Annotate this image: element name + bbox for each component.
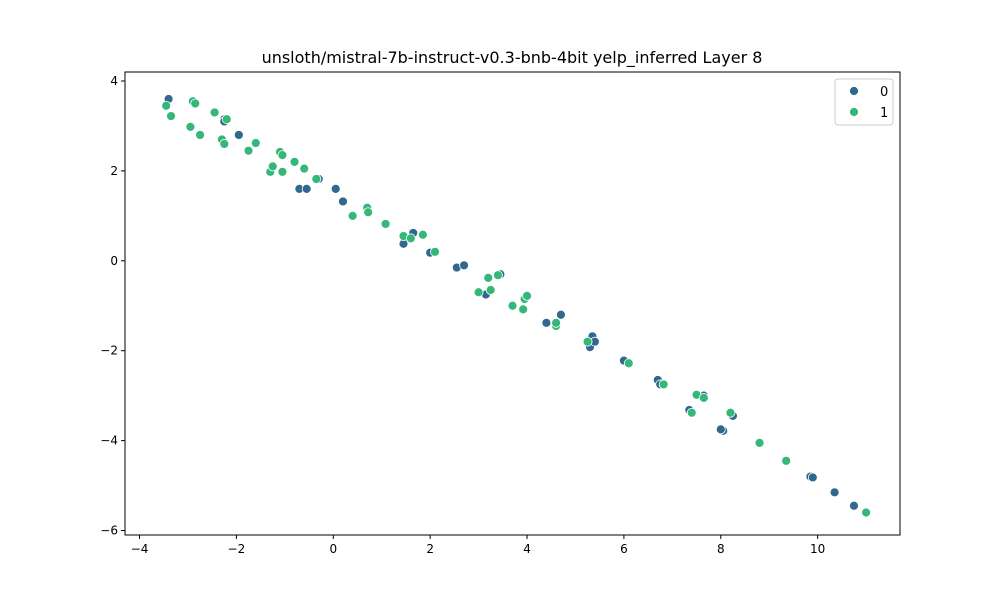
legend-label-1: 1 [880, 106, 888, 121]
y-tick-label-5: 4 [110, 74, 118, 88]
y-tick-label-0: −6 [100, 524, 118, 538]
legend: 01 [834, 78, 894, 126]
x-tick-label-0: −4 [131, 542, 149, 556]
point-series-1-45 [754, 437, 765, 448]
chart-title: unsloth/mistral-7b-instruct-v0.3-bnb-4bi… [262, 48, 763, 68]
point-series-0-32 [849, 500, 859, 511]
x-tick-label-7: 10 [810, 542, 825, 556]
point-series-1-40 [658, 379, 669, 390]
point-series-1-31 [493, 270, 503, 281]
point-series-1-18 [299, 163, 310, 174]
legend-marker-0 [849, 86, 859, 96]
legend-marker-1 [849, 107, 859, 117]
y-tick-label-2: −2 [100, 344, 118, 358]
point-series-1-17 [289, 157, 300, 167]
point-series-0-16 [541, 317, 552, 328]
point-series-1-15 [277, 150, 288, 161]
points-layer [161, 94, 871, 518]
point-series-0-13 [459, 260, 469, 271]
point-series-1-11 [250, 138, 261, 148]
point-series-1-35 [522, 290, 532, 301]
axis-ticks: −4 −2 0 2 4 6 8 10 −6 −4 −2 0 2 4 [100, 74, 825, 556]
y-tick-label-3: 0 [110, 254, 118, 268]
point-series-1-19 [311, 174, 322, 184]
x-tick-label-6: 8 [717, 542, 725, 556]
point-series-1-44 [725, 407, 736, 418]
point-series-0-27 [715, 424, 726, 435]
point-series-1-22 [363, 207, 374, 218]
point-series-1-33 [518, 304, 529, 315]
point-series-1-10 [243, 145, 254, 156]
point-series-1-4 [190, 98, 201, 109]
point-series-0-7 [330, 183, 341, 194]
point-series-0-30 [807, 472, 818, 483]
point-series-1-8 [219, 139, 230, 149]
point-series-1-13 [267, 161, 278, 172]
point-series-1-39 [623, 358, 634, 369]
point-series-1-25 [405, 233, 416, 244]
y-tick-label-1: −4 [100, 434, 118, 448]
point-series-1-2 [185, 121, 196, 132]
x-tick-label-1: −2 [228, 542, 246, 556]
point-series-1-20 [347, 210, 358, 221]
point-series-0-8 [338, 196, 348, 207]
point-series-1-6 [209, 107, 220, 118]
point-series-0-31 [829, 487, 840, 498]
point-series-1-37 [551, 317, 561, 328]
point-series-1-26 [417, 229, 428, 240]
x-tick-label-2: 0 [329, 542, 337, 556]
plot-frame [124, 71, 901, 536]
point-series-0-5 [301, 183, 312, 194]
point-series-1-29 [483, 272, 494, 283]
point-series-0-3 [233, 130, 244, 140]
x-tick-label-5: 6 [620, 542, 628, 556]
point-series-1-38 [582, 336, 593, 347]
point-series-1-27 [430, 246, 440, 257]
legend-label-0: 0 [880, 85, 888, 100]
point-series-1-0 [161, 100, 172, 111]
point-series-1-32 [507, 300, 518, 311]
point-series-1-9 [221, 114, 232, 125]
point-series-1-16 [277, 166, 288, 177]
point-series-1-1 [166, 111, 176, 121]
point-series-1-30 [485, 285, 496, 295]
x-tick-label-3: 2 [426, 542, 434, 556]
point-series-1-28 [473, 287, 484, 298]
point-series-1-42 [698, 392, 709, 403]
point-series-1-43 [686, 407, 697, 418]
y-tick-label-4: 2 [110, 164, 118, 178]
point-series-1-46 [781, 455, 792, 466]
point-series-0-17 [556, 309, 566, 320]
point-series-1-5 [195, 130, 205, 140]
point-series-1-47 [861, 507, 871, 518]
point-series-1-23 [380, 219, 391, 229]
x-tick-label-4: 4 [523, 542, 531, 556]
